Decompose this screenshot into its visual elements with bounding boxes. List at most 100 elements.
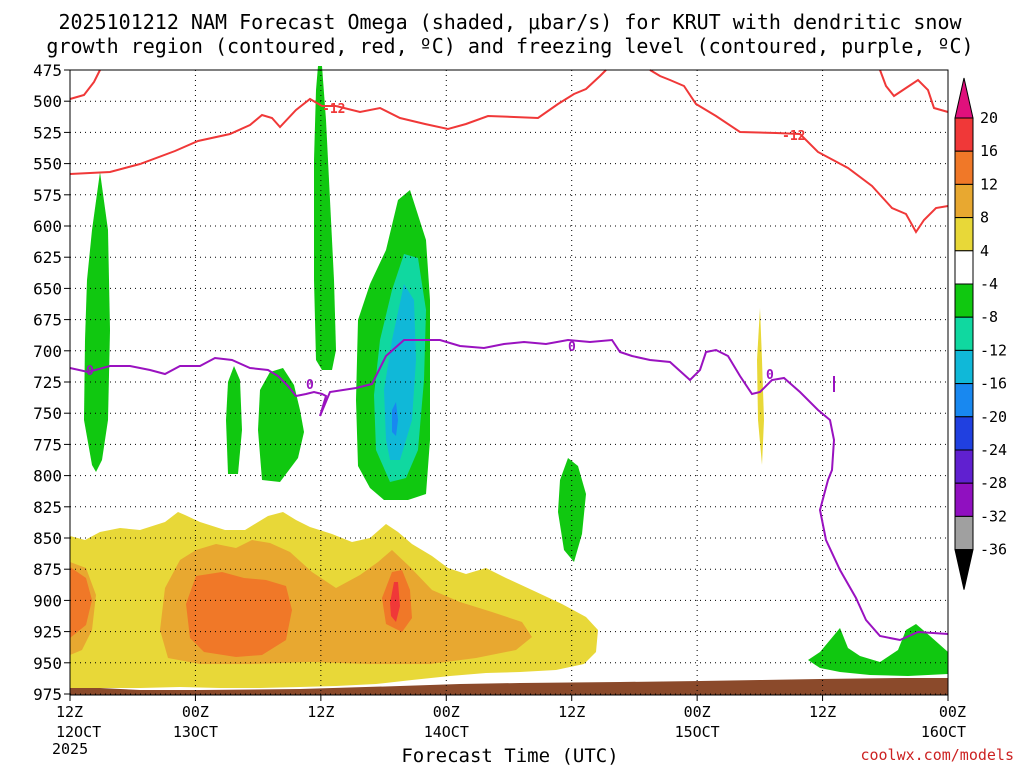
omega-shade-green-4: [314, 66, 336, 370]
y-axis: 475 500 525 550 575 600 625 650 675 700 725 750 775 8…: [33, 61, 70, 704]
colorbar-segment: [954, 117, 974, 152]
terrain-fill: [70, 678, 948, 695]
freezing-contour: [69, 338, 949, 642]
colorbar-label: -16: [980, 375, 1007, 393]
dgz-contour-mid: [335, 69, 607, 131]
y-tick-label: 750: [33, 404, 62, 423]
dgz-contour-right: [649, 69, 949, 234]
colorbar-segment: [954, 416, 974, 451]
colorbar-segment: [954, 449, 974, 484]
colorbar-label: -32: [980, 507, 1007, 525]
colorbar-segment: [954, 217, 974, 252]
y-tick-label: 775: [33, 435, 62, 454]
x-tick-label-time: 12Z: [809, 703, 836, 721]
colorbar-label: 20: [980, 109, 998, 127]
chart-title-line1: 2025101212 NAM Forecast Omega (shaded, μ…: [58, 10, 962, 34]
dgz-label-upper: -12: [322, 102, 345, 117]
y-tick-label: 825: [33, 498, 62, 517]
x-tick-label-time: 00Z: [939, 703, 966, 721]
x-tick-label-date: 12OCT: [56, 723, 101, 741]
x-axis-title: Forecast Time (UTC): [401, 745, 618, 767]
colorbar-label: -12: [980, 341, 1007, 359]
y-tick-label: 650: [33, 279, 62, 298]
y-tick-label: 550: [33, 155, 62, 174]
x-tick-label-date: 16OCT: [921, 723, 966, 741]
freezing-level-line: [69, 338, 949, 642]
y-tick-label: 475: [33, 61, 62, 80]
colorbar-label: 16: [980, 142, 998, 160]
credit-text: coolwx.com/models: [860, 746, 1014, 764]
x-tick-label-date: 13OCT: [173, 723, 218, 741]
omega-shade-blue: [392, 402, 398, 436]
y-tick-label: 950: [33, 654, 62, 673]
omega-negative-shading: [84, 66, 948, 676]
colorbar-label: 4: [980, 242, 989, 260]
dgz-contour-upper-left: [69, 69, 101, 100]
colorbar-segment: [954, 283, 974, 318]
colorbar-segment: [954, 150, 974, 185]
grid-lines: [70, 70, 948, 695]
colorbar-label: -4: [980, 275, 998, 293]
colorbar-label: -28: [980, 474, 1007, 492]
y-tick-label: 875: [33, 560, 62, 579]
omega-shade-green-2: [226, 366, 242, 474]
y-tick-label: 525: [33, 123, 62, 142]
y-tick-label: 800: [33, 467, 62, 486]
y-tick-label: 500: [33, 92, 62, 111]
colorbar-label: -36: [980, 541, 1007, 559]
y-tick-label: 675: [33, 311, 62, 330]
omega-shade-orange: [70, 567, 92, 638]
dgz-contours: [69, 69, 949, 234]
omega-shade-green-1: [84, 172, 110, 472]
x-tick-label-time: 12Z: [56, 703, 83, 721]
freezing-label-3: 0: [568, 340, 576, 355]
x-tick-label-time: 00Z: [433, 703, 460, 721]
x-tick-label-date: 14OCT: [424, 723, 469, 741]
contour-labels: -12 -12 0 0 0 0: [86, 102, 805, 393]
x-tick-label-time: 12Z: [307, 703, 334, 721]
colorbar-label: -24: [980, 441, 1007, 459]
colorbar-label: 12: [980, 175, 998, 193]
colorbar-segment: [954, 482, 974, 517]
colorbar-segment: [954, 250, 974, 285]
freezing-label-1: 0: [86, 364, 94, 379]
dgz-label-right: -12: [782, 129, 805, 144]
colorbar-label: -20: [980, 408, 1007, 426]
freezing-label-2: 0: [306, 378, 314, 393]
omega-shade-green-3: [258, 368, 304, 482]
colorbar-label: -8: [980, 308, 998, 326]
y-tick-label: 700: [33, 342, 62, 361]
colorbar-segment: [954, 349, 974, 385]
x-tick-label-time: 00Z: [684, 703, 711, 721]
colorbar-bottom-arrow: [954, 549, 974, 590]
year-label: 2025: [52, 740, 88, 758]
x-tick-label-date: 15OCT: [675, 723, 720, 741]
y-tick-label: 850: [33, 529, 62, 548]
colorbar-segment: [954, 316, 974, 351]
colorbar-top-arrow: [954, 77, 974, 119]
chart-title-line2: growth region (contoured, red, ºC) and f…: [46, 34, 973, 58]
colorbar: 20 16 12 8 4 -4 -8 -12 -16 -20 -24 -28 -32 -36: [954, 77, 1007, 590]
colorbar-label: 8: [980, 209, 989, 227]
x-tick-label-time: 00Z: [182, 703, 209, 721]
x-tick-label-time: 12Z: [558, 703, 585, 721]
y-tick-label: 725: [33, 373, 62, 392]
colorbar-segment: [954, 383, 974, 418]
omega-positive-shading: [70, 512, 598, 688]
omega-shade-yellow-thin: [757, 308, 764, 465]
y-tick-label: 575: [33, 186, 62, 205]
y-tick-label: 625: [33, 248, 62, 267]
plot-area: -12 -12 0 0 0 0: [69, 66, 949, 696]
colorbar-segment: [954, 515, 974, 551]
y-tick-label: 925: [33, 623, 62, 642]
y-tick-label: 975: [33, 685, 62, 704]
y-tick-label: 600: [33, 217, 62, 236]
x-axis: 12Z 12OCT 00Z 13OCT 12Z 00Z 14OCT 12Z 00Z 15OCT 12…: [56, 695, 966, 741]
freezing-label-4: 0: [766, 368, 774, 383]
omega-shade-orange-mid: [186, 572, 292, 657]
colorbar-segment: [954, 183, 974, 219]
terrain-surface: [70, 678, 948, 695]
y-tick-label: 900: [33, 591, 62, 610]
dgz-contour-upper-right: [879, 69, 949, 113]
